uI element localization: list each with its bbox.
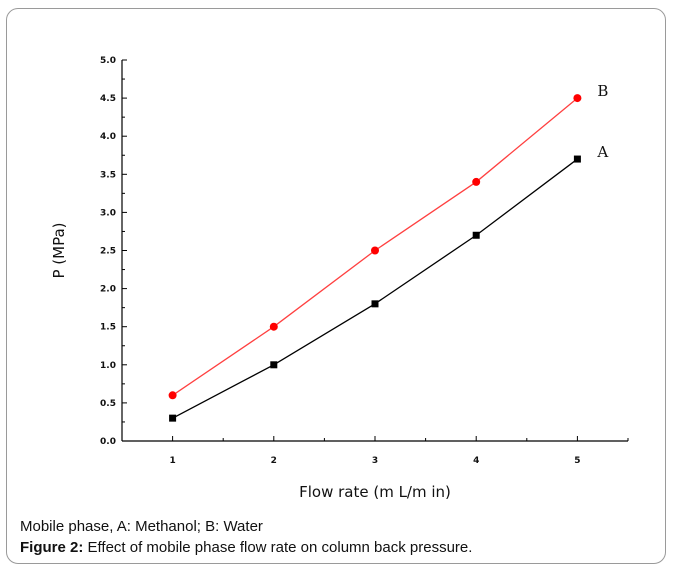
y-tick-label: 3.0 — [100, 208, 116, 218]
y-tick-label: 2.0 — [100, 285, 116, 295]
data-point-A — [169, 414, 177, 422]
figure-caption-text: Effect of mobile phase flow rate on colu… — [83, 539, 473, 556]
y-tick-label: 1.0 — [100, 361, 116, 371]
x-tick-label: 5 — [574, 456, 580, 466]
data-point-A — [371, 300, 379, 308]
series-label-A: A — [596, 143, 608, 161]
x-axis-title: Flow rate (m L/m in) — [299, 483, 451, 501]
data-point-B — [472, 177, 481, 186]
x-tick-label: 2 — [271, 456, 277, 466]
chart-axes: 0.0 0.5 1.0 1.5 2.0 2.5 3.0 3.5 4.0 4.5 5.0 1 2 3 4 5 — [100, 56, 629, 466]
y-tick-label: 4.5 — [100, 94, 116, 104]
data-point-A — [270, 361, 278, 369]
data-point-B — [371, 246, 379, 255]
data-point-B — [168, 391, 177, 400]
data-point-A — [472, 231, 480, 239]
data-point-B — [573, 94, 582, 103]
x-tick-label: 4 — [473, 456, 479, 466]
x-tick-label: 1 — [169, 456, 175, 466]
figure-note: Mobile phase, A: Methanol; B: Water — [20, 518, 263, 535]
series-line-A — [172, 158, 578, 419]
y-tick-label: 1.5 — [100, 323, 116, 333]
figure-frame — [6, 8, 666, 564]
chart-series: AB — [168, 82, 608, 422]
x-tick-label: 3 — [372, 456, 378, 466]
y-tick-label: 0.0 — [100, 437, 116, 447]
y-tick-label: 3.5 — [100, 170, 116, 180]
figure-caption: Figure 2: Effect of mobile phase flow ra… — [20, 539, 472, 556]
series-label-B: B — [597, 82, 608, 100]
y-tick-label: 5.0 — [100, 56, 116, 66]
y-axis-title: P (MPa) — [50, 222, 68, 278]
figure-label: Figure 2: — [20, 539, 84, 556]
y-tick-label: 4.0 — [100, 132, 116, 142]
y-tick-label: 2.5 — [100, 247, 116, 257]
data-point-A — [573, 155, 581, 163]
y-tick-label: 0.5 — [100, 399, 116, 409]
data-point-B — [269, 322, 278, 331]
